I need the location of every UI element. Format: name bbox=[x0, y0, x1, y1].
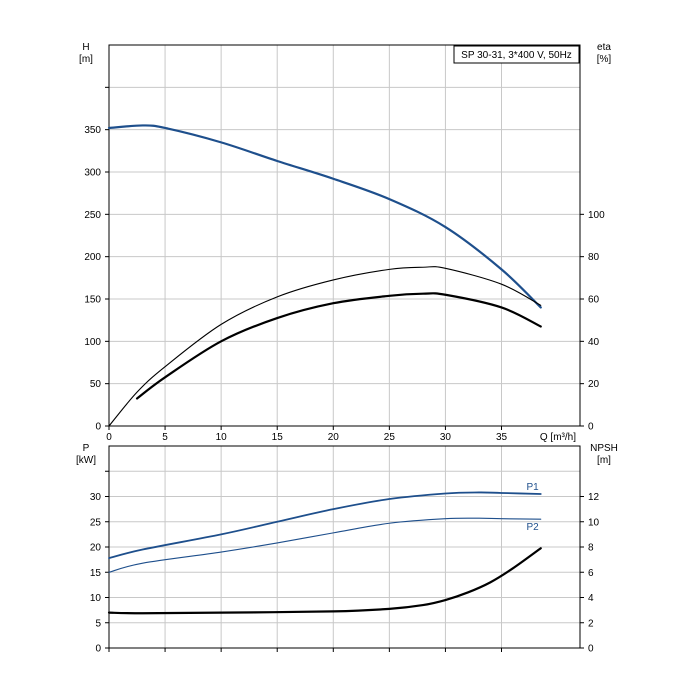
left-y-tick-label: 150 bbox=[84, 295, 101, 306]
power-npsh-plot: 0 5 10 15 20 25 30 0 2 4 6 8 10 12 P[kW] NPSH[m] P1 P2 bbox=[76, 443, 618, 655]
left-y-tick-label: 350 bbox=[84, 125, 101, 136]
right-axis-unit: [%] bbox=[597, 54, 612, 65]
right-axis-title: NPSH bbox=[590, 443, 618, 454]
left-y-tick-label: 10 bbox=[90, 593, 102, 604]
left-y-tick-label: 15 bbox=[90, 568, 102, 579]
left-y-tick-label: 30 bbox=[90, 492, 102, 503]
head-efficiency-plot: 0 5 10 15 20 25 30 35 Q [m³/h]050100150200250300… bbox=[79, 42, 611, 443]
left-y-tick-label: 25 bbox=[90, 517, 102, 528]
x-tick-label: 20 bbox=[328, 432, 340, 443]
right-y-tick-label: 20 bbox=[588, 379, 600, 390]
right-y-tick-label: 0 bbox=[588, 422, 594, 433]
left-y-tick-label: 100 bbox=[84, 337, 101, 348]
x-tick-label: 35 bbox=[496, 432, 508, 443]
right-y-tick-label: 6 bbox=[588, 568, 594, 579]
grid-lines bbox=[109, 45, 580, 426]
series-line-0-2 bbox=[135, 292, 542, 400]
x-tick-label: 25 bbox=[384, 432, 396, 443]
left-axis-title: H bbox=[82, 42, 89, 53]
plot-frame bbox=[108, 44, 581, 427]
right-y-tick-label: 2 bbox=[588, 618, 594, 629]
left-y-tick-label: 5 bbox=[95, 618, 101, 629]
legend-box bbox=[453, 45, 580, 64]
left-y-tick-label: 0 bbox=[95, 644, 101, 655]
left-y-tick-label: 0 bbox=[95, 422, 101, 433]
series-line-p2 bbox=[108, 517, 542, 573]
grid-lines bbox=[109, 446, 580, 648]
left-axis-unit: [m] bbox=[79, 54, 93, 65]
series-line-p1 bbox=[108, 491, 542, 560]
legend: SP 30-31, 3*400 V, 50Hz bbox=[453, 45, 580, 64]
right-y-tick-label: 12 bbox=[588, 492, 600, 503]
right-axis-unit: [m] bbox=[597, 455, 611, 466]
legend-text: SP 30-31, 3*400 V, 50Hz bbox=[461, 50, 572, 61]
right-axis-title: eta bbox=[597, 42, 611, 53]
x-tick-label: 30 bbox=[440, 432, 452, 443]
left-axis-unit: [kW] bbox=[76, 455, 96, 466]
right-y-tick-label: 4 bbox=[588, 593, 594, 604]
right-y-tick-label: 100 bbox=[588, 210, 605, 221]
right-y-tick-label: 60 bbox=[588, 295, 600, 306]
series-line-1-2 bbox=[107, 547, 542, 615]
series-label-p1: P1 bbox=[527, 482, 540, 493]
right-y-tick-label: 0 bbox=[588, 644, 594, 655]
right-y-tick-label: 10 bbox=[588, 517, 600, 528]
x-tick-label: 5 bbox=[162, 432, 168, 443]
left-y-tick-label: 20 bbox=[90, 543, 102, 554]
x-tick-label: 10 bbox=[216, 432, 228, 443]
left-y-tick-label: 200 bbox=[84, 252, 101, 263]
left-y-tick-label: 300 bbox=[84, 168, 101, 179]
x-axis-label: Q [m³/h] bbox=[540, 432, 576, 443]
left-y-tick-label: 50 bbox=[90, 379, 102, 390]
left-y-tick-label: 250 bbox=[84, 210, 101, 221]
series-label-p2: P2 bbox=[527, 522, 540, 533]
right-y-tick-label: 8 bbox=[588, 543, 594, 554]
x-tick-label: 15 bbox=[272, 432, 284, 443]
left-axis-title: P bbox=[83, 443, 90, 454]
right-y-tick-label: 80 bbox=[588, 252, 600, 263]
series-line-0-1 bbox=[108, 266, 542, 427]
right-y-tick-label: 40 bbox=[588, 337, 600, 348]
series-line-0-0 bbox=[107, 124, 542, 309]
x-tick-label: 0 bbox=[106, 432, 112, 443]
